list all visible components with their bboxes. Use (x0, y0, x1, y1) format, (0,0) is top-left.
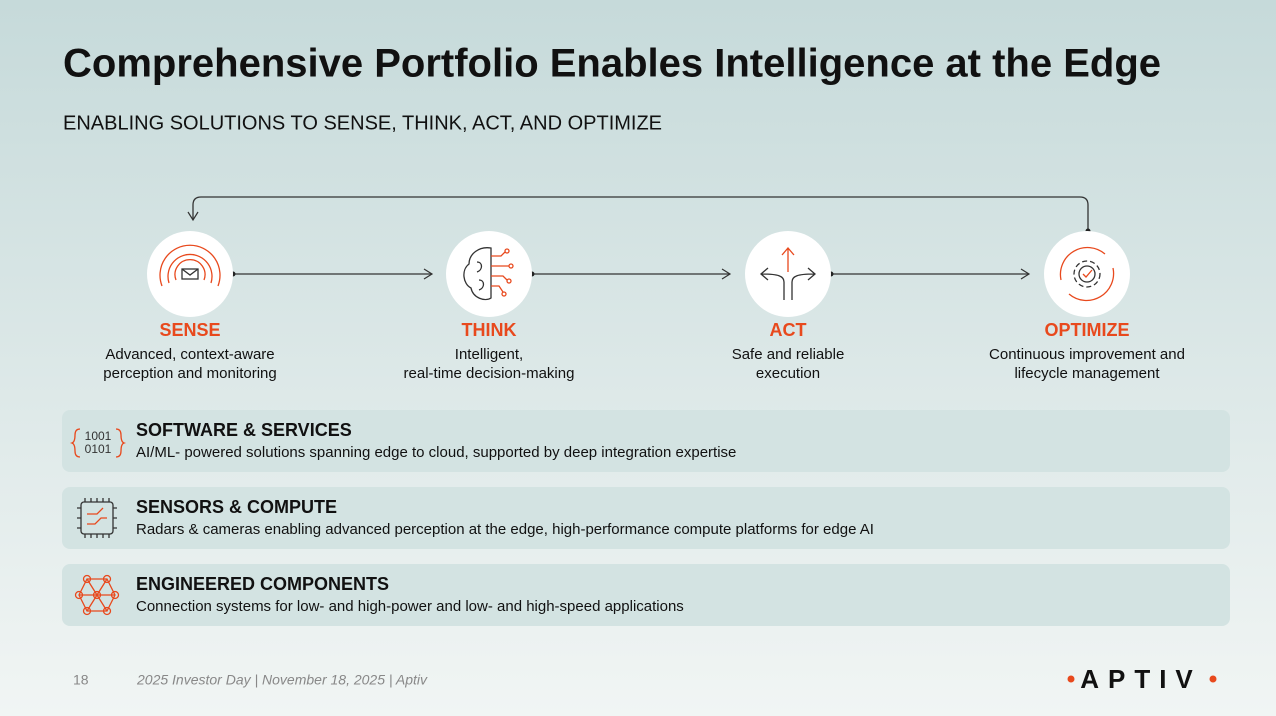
logo-dot (1209, 675, 1217, 683)
step-description: real-time decision-making (404, 365, 575, 382)
components-icon (74, 574, 120, 616)
portfolio-row (62, 410, 1230, 472)
step-label: ACT (770, 320, 807, 340)
logo-dot (1067, 675, 1075, 683)
step-description: lifecycle management (1014, 365, 1160, 382)
optimize-icon (1059, 246, 1115, 302)
portfolio-description: AI/ML- powered solutions spanning edge t… (136, 444, 736, 461)
step-circle (1044, 231, 1130, 317)
step-label: THINK (462, 320, 517, 340)
step-description: Advanced, context-aware (105, 346, 274, 363)
step-description: perception and monitoring (103, 365, 276, 382)
portfolio-description: Radars & cameras enabling advanced perce… (136, 521, 874, 538)
logo: APTIV (1080, 664, 1202, 694)
step-description: Continuous improvement and (989, 346, 1185, 363)
portfolio-title: SOFTWARE & SERVICES (136, 420, 352, 440)
binary-icon-text: 1001 (85, 429, 112, 443)
step-description: execution (756, 365, 820, 382)
portfolio-row (62, 487, 1230, 549)
title: Comprehensive Portfolio Enables Intellig… (63, 42, 1161, 86)
step-circle (745, 231, 831, 317)
footer-text: 2025 Investor Day | November 18, 2025 | … (136, 672, 428, 688)
think-icon (463, 247, 514, 301)
step-label: OPTIMIZE (1045, 320, 1130, 340)
step-circle (446, 231, 532, 317)
act-icon (760, 247, 816, 300)
sensor-icon (77, 498, 117, 538)
page-number: 18 (73, 672, 89, 688)
portfolio-title: SENSORS & COMPUTE (136, 497, 337, 517)
sense-icon (159, 244, 221, 287)
portfolio-title: ENGINEERED COMPONENTS (136, 574, 389, 594)
binary-icon-braces (69, 428, 127, 458)
portfolio-description: Connection systems for low- and high-pow… (136, 598, 684, 615)
binary-icon-text: 0101 (85, 442, 112, 456)
subtitle: ENABLING SOLUTIONS TO SENSE, THINK, ACT,… (63, 112, 662, 134)
step-circle (147, 231, 233, 317)
step-label: SENSE (159, 320, 220, 340)
step-description: Safe and reliable (732, 346, 845, 363)
step-description: Intelligent, (455, 346, 523, 363)
portfolio-row (62, 564, 1230, 626)
